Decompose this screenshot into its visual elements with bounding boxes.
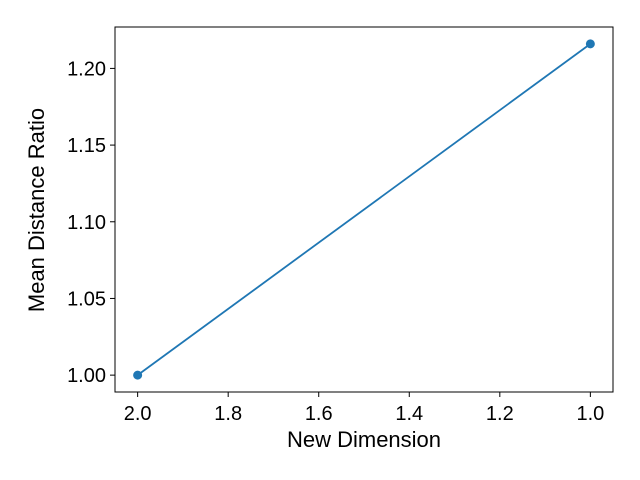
x-axis-label: New Dimension: [287, 427, 441, 452]
x-axis: 2.0 1.8 1.6 1.4 1.2 1.0: [124, 392, 604, 425]
x-tick-label: 1.2: [486, 403, 514, 425]
series-group: [133, 39, 595, 380]
y-tick-label: 1.20: [67, 58, 106, 80]
x-tick-label: 1.6: [305, 403, 333, 425]
y-axis-label: Mean Distance Ratio: [24, 108, 49, 312]
x-tick-label: 1.4: [395, 403, 423, 425]
y-tick-label: 1.10: [67, 212, 106, 234]
plot-frame: [114, 26, 614, 393]
y-axis: 1.00 1.05 1.10 1.15 1.20: [67, 58, 115, 387]
data-point: [133, 370, 143, 380]
x-tick-label: 1.8: [214, 403, 242, 425]
y-tick-label: 1.05: [67, 288, 106, 310]
series-line: [137, 43, 591, 376]
x-tick-label: 1.0: [576, 403, 604, 425]
data-point: [585, 39, 595, 49]
x-tick-label: 2.0: [124, 403, 152, 425]
y-tick-label: 1.00: [67, 365, 106, 387]
y-tick-label: 1.15: [67, 135, 106, 157]
